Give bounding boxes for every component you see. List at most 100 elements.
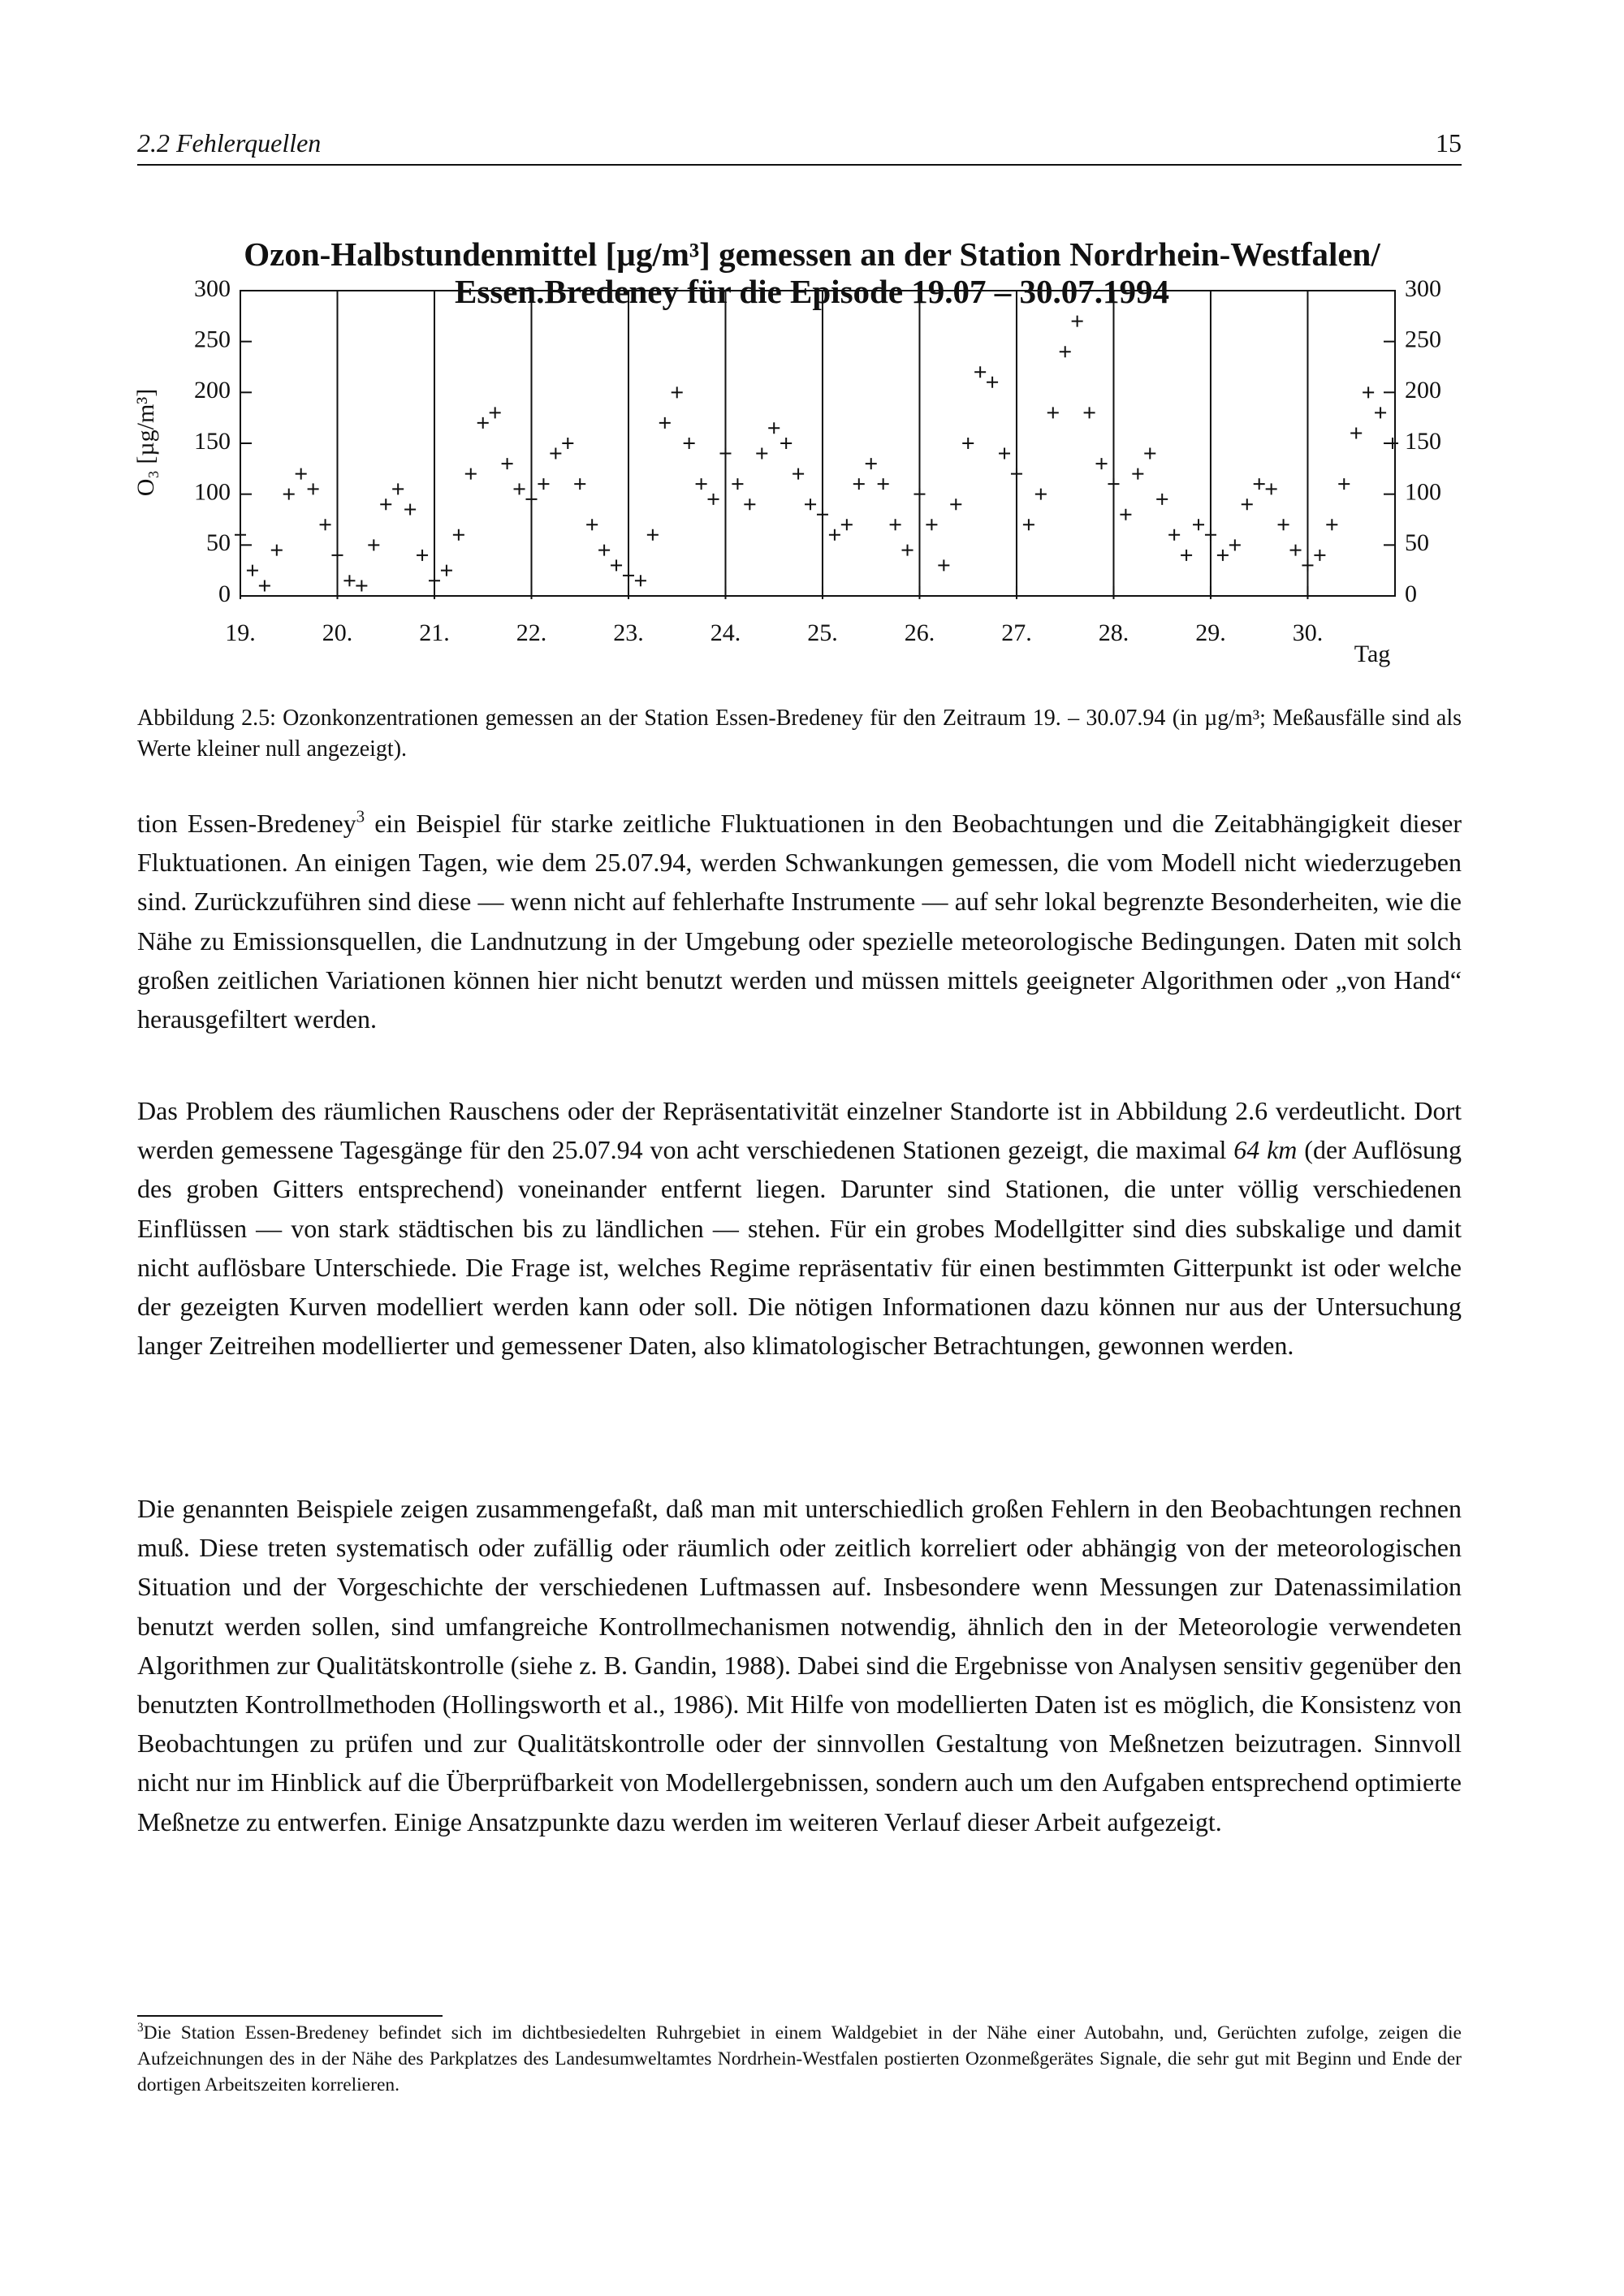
- x-axis-label: Tag: [1354, 641, 1391, 667]
- data-point: [1265, 483, 1277, 495]
- data-point: [246, 564, 258, 576]
- x-tick-label: 22.: [516, 619, 547, 646]
- data-point: [683, 438, 695, 449]
- data-point: [1289, 544, 1302, 556]
- data-point: [987, 376, 999, 388]
- data-point: [768, 422, 780, 434]
- data-point: [574, 478, 586, 490]
- data-point: [1108, 478, 1120, 490]
- text: Die genannten Beispiele zeigen zusammeng…: [137, 1494, 1462, 1836]
- data-point: [501, 458, 513, 470]
- y-tick-label: 100: [1405, 479, 1441, 506]
- data-point: [562, 438, 574, 449]
- data-point: [1350, 427, 1363, 439]
- data-point: [1034, 488, 1047, 500]
- data-point: [1241, 498, 1253, 511]
- data-point: [1022, 519, 1034, 531]
- data-point: [513, 483, 525, 495]
- data-point: [805, 498, 817, 511]
- data-point: [1059, 346, 1071, 358]
- data-point: [828, 529, 840, 541]
- y-tick-label: 150: [194, 428, 231, 455]
- data-point: [404, 503, 417, 516]
- data-point: [235, 529, 246, 541]
- data-point: [525, 493, 538, 505]
- y-tick-label: 300: [194, 275, 231, 302]
- data-point: [356, 580, 368, 592]
- data-point: [974, 366, 987, 378]
- paragraph: Das Problem des räumlichen Rauschens ode…: [137, 1091, 1462, 1365]
- data-point: [1010, 468, 1022, 480]
- data-point: [295, 468, 307, 480]
- data-point: [477, 416, 489, 429]
- data-point: [1132, 468, 1144, 480]
- data-point: [611, 559, 623, 572]
- x-tick-label: 24.: [710, 619, 741, 646]
- data-point: [999, 447, 1011, 460]
- data-point: [1302, 559, 1314, 572]
- data-point: [1071, 315, 1083, 327]
- data-point: [368, 539, 380, 551]
- data-point: [417, 549, 429, 561]
- data-point: [865, 458, 877, 470]
- data-point: [853, 478, 865, 490]
- data-point: [538, 478, 550, 490]
- data-point: [1120, 508, 1132, 520]
- data-point: [428, 575, 440, 587]
- footnote-text: Die Station Essen-Bredeney befindet sich…: [137, 2022, 1462, 2095]
- data-point: [756, 447, 768, 460]
- data-point: [719, 447, 732, 460]
- y-tick-label: 50: [206, 529, 231, 556]
- data-point: [671, 386, 683, 399]
- running-header: 2.2 Fehlerquellen: [137, 128, 322, 158]
- footnote-mark: 3: [137, 2020, 144, 2035]
- data-point: [634, 575, 646, 587]
- data-point: [646, 529, 659, 541]
- data-point: [840, 519, 853, 531]
- page-number: 15: [1436, 128, 1462, 158]
- data-point: [926, 519, 938, 531]
- chart: O₃ [µg/m³] Tag 0 0 50 50 100 100 150 150 200 200 2…: [132, 275, 1441, 667]
- data-point: [877, 478, 889, 490]
- data-point: [1047, 407, 1059, 419]
- data-point: [622, 569, 634, 581]
- footnote-ref: 3: [356, 807, 365, 826]
- text: ein Beispiel für starke zeitliche Fluktu…: [137, 809, 1462, 1034]
- x-tick-label: 19.: [225, 619, 256, 646]
- y-tick-label: 100: [194, 479, 231, 506]
- data-point: [1095, 458, 1108, 470]
- x-tick-label: 21.: [419, 619, 450, 646]
- data-point: [695, 478, 707, 490]
- data-point: [283, 488, 295, 500]
- data-point: [270, 544, 283, 556]
- footnote: 3Die Station Essen-Bredeney befindet sic…: [137, 2020, 1462, 2098]
- text-italic: 64 km: [1233, 1135, 1298, 1165]
- data-point: [1326, 519, 1338, 531]
- data-point: [464, 468, 477, 480]
- data-point: [586, 519, 598, 531]
- data-point: [1229, 539, 1241, 551]
- y-tick-label: 300: [1405, 275, 1441, 302]
- data-point: [1387, 438, 1399, 449]
- header-rule: [137, 164, 1462, 166]
- data-point: [707, 493, 719, 505]
- y-axis-label: O₃ [µg/m³]: [132, 389, 159, 497]
- data-point: [732, 478, 744, 490]
- data-point: [1253, 478, 1265, 490]
- data-point: [452, 529, 464, 541]
- data-point: [550, 447, 562, 460]
- text: tion Essen-Bredeney: [137, 809, 356, 838]
- data-point: [331, 549, 343, 561]
- y-tick-label: 150: [1405, 428, 1441, 455]
- footnote-rule: [137, 2015, 443, 2017]
- paragraph: tion Essen-Bredeney3 ein Beispiel für st…: [137, 804, 1462, 1038]
- data-point: [1375, 407, 1387, 419]
- data-point: [780, 438, 793, 449]
- x-tick-label: 20.: [322, 619, 353, 646]
- x-tick-label: 27.: [1001, 619, 1032, 646]
- data-point: [598, 544, 611, 556]
- data-point: [1204, 529, 1216, 541]
- x-tick-label: 23.: [613, 619, 644, 646]
- data-point: [1314, 549, 1326, 561]
- data-point: [950, 498, 962, 511]
